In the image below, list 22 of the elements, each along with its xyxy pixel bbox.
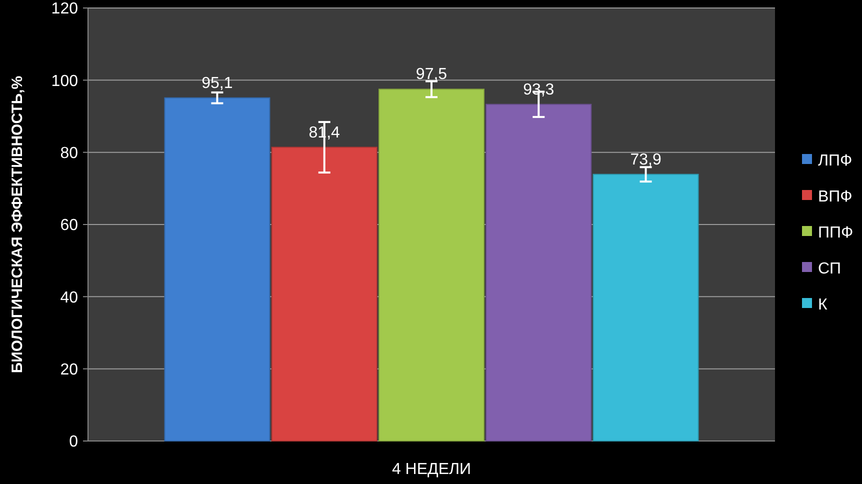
bar [164,97,270,442]
y-tick-label: 20 [60,361,78,378]
y-tick-label: 120 [51,0,78,18]
legend-label: ВПФ [818,188,852,206]
y-tick-label: 0 [69,434,78,451]
data-label: 97,5 [416,66,448,84]
legend-label: К [818,296,828,314]
legend-label: ЛПФ [818,152,852,170]
bar [592,174,699,442]
y-tick-label: 80 [60,144,78,162]
bar [378,88,484,442]
bar [271,146,378,442]
data-label: 95,1 [202,74,233,92]
x-tick-label: 4 НЕДЕЛИ [392,461,472,478]
legend-label: СП [818,260,842,278]
y-axis-title: БИОЛОГИЧЕСКАЯ ЭФФЕКТИВНОСТЬ,% [9,76,26,374]
legend-label: ППФ [818,224,854,242]
y-tick-label: 100 [51,72,78,90]
bar [486,104,592,442]
data-label: 73,9 [630,151,662,168]
y-tick-label: 40 [60,289,78,306]
y-tick-label: 60 [60,217,78,234]
